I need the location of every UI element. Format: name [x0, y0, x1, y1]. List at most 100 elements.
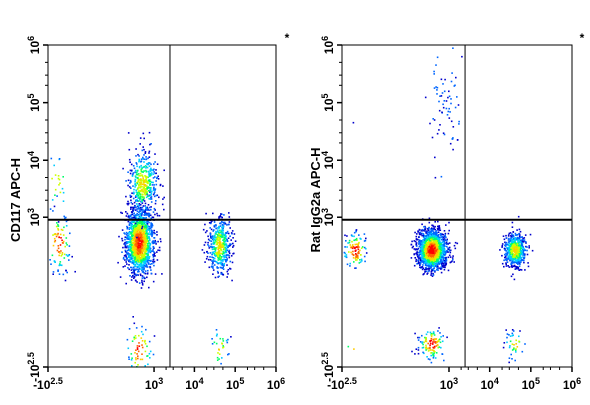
event-dot: [129, 196, 132, 198]
event-dot: [61, 239, 63, 242]
event-dot: [214, 276, 217, 279]
event-dot: [123, 255, 126, 257]
event-dot: [424, 227, 427, 229]
event-dot: [225, 235, 227, 237]
event-dot: [219, 231, 221, 234]
event-dot: [365, 237, 367, 240]
event-dot: [220, 234, 222, 236]
event-dot: [214, 236, 216, 239]
event-dot: [423, 236, 426, 238]
event-dot: [428, 249, 430, 252]
event-dot: [441, 264, 443, 266]
event-dot: [425, 231, 427, 233]
event-dot: [125, 211, 127, 213]
event-dot: [127, 171, 129, 173]
event-dot: [516, 236, 519, 239]
event-dot: [424, 264, 427, 267]
event-dot: [144, 210, 146, 213]
event-dot: [132, 207, 134, 210]
event-dot: [512, 348, 515, 350]
event-dot: [424, 271, 426, 273]
event-dot: [127, 220, 130, 223]
event-dot: [154, 273, 157, 275]
event-dot: [143, 263, 146, 265]
event-dot: [515, 343, 517, 345]
event-dot: [130, 201, 133, 204]
event-dot: [430, 354, 432, 357]
event-dot: [124, 241, 126, 244]
event-dot: [144, 202, 147, 205]
event-dot: [426, 254, 429, 257]
event-dot: [141, 239, 144, 241]
event-dot: [139, 250, 142, 253]
event-dot: [57, 177, 60, 180]
event-dot: [49, 259, 51, 261]
event-dot: [520, 236, 522, 239]
event-dot: [65, 220, 68, 223]
event-dot: [133, 212, 135, 215]
event-dot: [354, 267, 356, 269]
event-dot: [228, 216, 231, 218]
event-dot: [141, 185, 143, 188]
event-dot: [515, 265, 518, 268]
event-dot: [137, 240, 139, 243]
event-dot: [365, 252, 368, 254]
event-dot: [125, 241, 128, 243]
event-dot: [134, 227, 136, 230]
event-dot: [511, 250, 514, 252]
event-dot: [154, 213, 156, 216]
event-dot: [135, 239, 138, 241]
event-dot: [127, 238, 129, 240]
event-dot: [425, 240, 428, 242]
event-dot: [145, 244, 148, 247]
event-dot: [150, 259, 152, 262]
event-dot: [144, 175, 146, 177]
event-dot: [153, 241, 155, 243]
event-dot: [505, 234, 507, 237]
event-dot: [221, 246, 223, 248]
event-dot: [363, 246, 366, 249]
event-dot: [121, 212, 123, 214]
event-dot: [221, 264, 224, 266]
event-dot: [213, 224, 216, 227]
event-dot: [124, 233, 126, 235]
event-dot: [513, 254, 515, 257]
event-dot: [417, 238, 419, 241]
event-dot: [510, 235, 513, 238]
event-dot: [360, 254, 362, 256]
event-dot: [155, 172, 157, 175]
event-dot: [133, 336, 135, 339]
event-dot: [501, 244, 504, 247]
event-dot: [518, 256, 521, 258]
event-dot: [524, 249, 526, 252]
event-dot: [117, 261, 119, 264]
event-dot: [155, 200, 157, 202]
event-dot: [207, 241, 209, 244]
event-dot: [452, 255, 454, 257]
event-dot: [413, 253, 415, 256]
event-dot: [142, 189, 144, 192]
event-dot: [154, 252, 156, 254]
event-dot: [137, 357, 139, 360]
event-dot: [417, 336, 419, 339]
event-dot: [421, 342, 423, 344]
event-dot: [138, 255, 141, 257]
event-dot: [57, 247, 60, 250]
event-dot: [68, 259, 70, 261]
event-dot: [424, 246, 427, 249]
event-dot: [131, 169, 133, 172]
event-dot: [133, 229, 136, 231]
event-dot: [518, 236, 521, 238]
event-dot: [219, 222, 221, 225]
event-dot: [138, 207, 140, 209]
event-dot: [143, 236, 145, 239]
event-dot: [134, 169, 137, 172]
event-dot: [422, 252, 425, 255]
event-dot: [60, 264, 63, 267]
event-dot: [67, 254, 70, 257]
event-dot: [223, 236, 226, 238]
event-dot: [140, 261, 143, 263]
event-dot: [344, 255, 346, 258]
event-dot: [435, 240, 438, 242]
event-dot: [138, 208, 141, 210]
